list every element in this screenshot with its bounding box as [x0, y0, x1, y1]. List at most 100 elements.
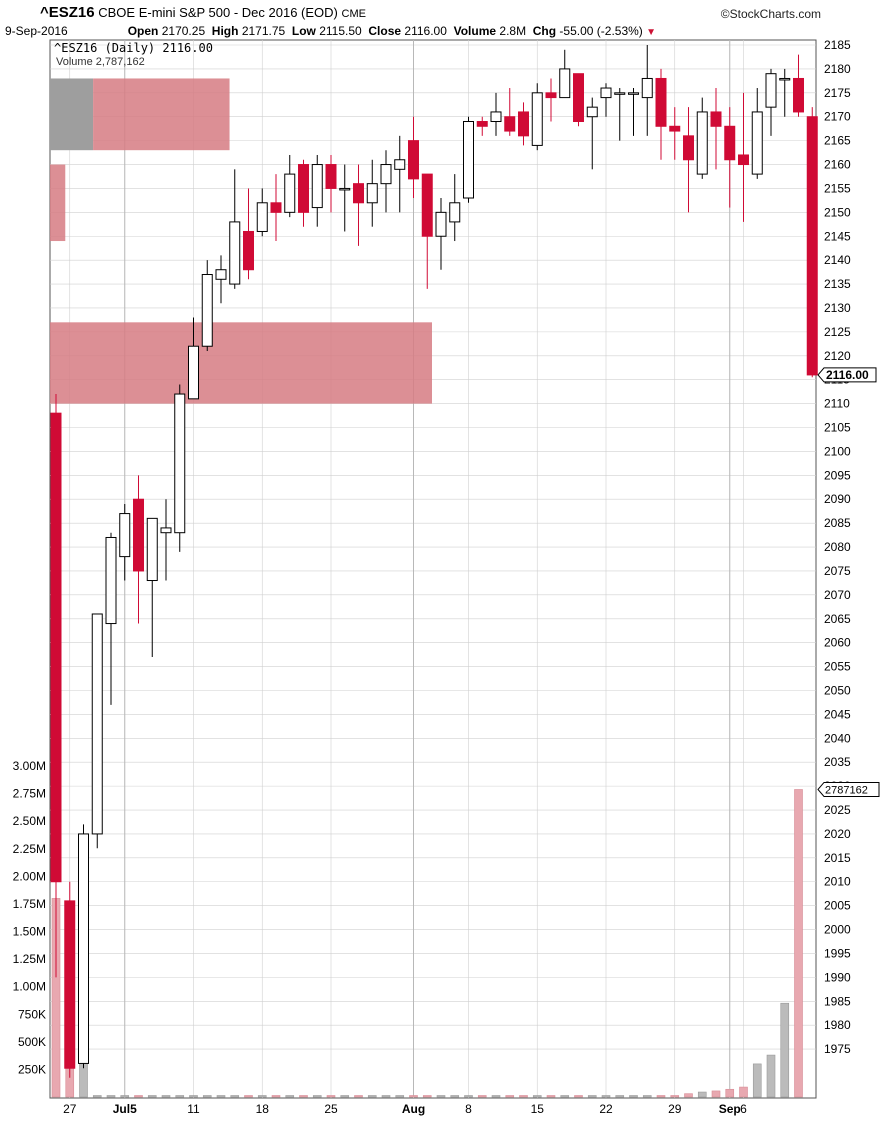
candle-body: [573, 73, 584, 123]
candle-body: [270, 202, 282, 213]
volume-bar: [491, 1095, 501, 1098]
price-tick-label: 2090: [824, 492, 851, 506]
volume-bar: [189, 1095, 198, 1098]
volume-bar: [312, 1095, 322, 1098]
brand-logo[interactable]: ©StockCharts.com: [720, 7, 821, 21]
volume-tick-label: 750K: [18, 1007, 46, 1021]
volume-bar: [766, 1054, 776, 1098]
volume-label: Volume: [453, 24, 497, 38]
candle-body: [78, 833, 89, 1064]
price-tick-label: 2160: [824, 158, 851, 172]
volume-axis: 3.00M 2.75M 2.50M 2.25M 2.00M 1.75M 1.50M 1.25M…: [13, 759, 46, 1076]
vbp-bar-up: [50, 78, 94, 151]
date-tick-label: Sep: [719, 1102, 741, 1116]
candle-body: [614, 92, 626, 95]
price-tick-label: 2080: [824, 540, 851, 554]
description: CBOE E-mini S&P 500 - Dec 2016 (EOD): [98, 5, 338, 20]
volume-bar: [601, 1095, 611, 1098]
price-tick-label: 2175: [824, 86, 851, 100]
price-tick-label: 2150: [824, 205, 851, 219]
volume-bar: [477, 1095, 487, 1098]
price-tick-label: 2055: [824, 660, 851, 674]
low-label: Low: [291, 24, 316, 38]
price-axis: 2185 2180 2175 2170 2165 2160 2155 2150 2145 2140…: [824, 38, 851, 1056]
date-tick-label: 11: [187, 1102, 200, 1116]
candle-body: [669, 125, 681, 132]
volume-bar: [120, 1095, 130, 1098]
symbol: ^ESZ16: [40, 4, 95, 21]
candle-body: [243, 230, 254, 271]
volume-bar: [629, 1095, 638, 1098]
volume-bar: [354, 1095, 363, 1098]
price-tick-label: 1990: [824, 970, 851, 984]
candle-body: [628, 92, 639, 95]
volume-bar: [546, 1095, 556, 1098]
price-tick-label: 2140: [824, 253, 851, 267]
down-arrow-icon: ▼: [646, 27, 657, 38]
candle-body: [793, 77, 804, 113]
volume-bar: [175, 1095, 185, 1098]
volume-tick-label: 2.75M: [13, 787, 46, 801]
candle-body: [696, 111, 708, 175]
volume-bar: [202, 1095, 212, 1098]
vbp-bar-down: [50, 322, 432, 404]
candle-body: [421, 173, 433, 237]
candle-body: [394, 159, 406, 170]
volume-bar: [794, 789, 803, 1098]
date-tick-label: 25: [324, 1102, 338, 1116]
price-tick-label: 2015: [824, 851, 851, 865]
candle-body: [311, 164, 323, 209]
high-value: 2171.75: [241, 24, 286, 38]
price-tick-label: 1980: [824, 1018, 851, 1032]
volume-bar: [216, 1095, 226, 1098]
volume-bar: [244, 1095, 253, 1098]
volume-tick-label: 3.00M: [13, 759, 46, 773]
candle-body: [91, 613, 103, 835]
date-tick-label: 8: [465, 1102, 472, 1116]
volume-value: 2.8M: [499, 24, 527, 38]
date-value: 9-Sep-2016: [5, 24, 68, 38]
candle-body: [779, 77, 791, 81]
volume-bar: [285, 1095, 295, 1098]
price-tick-label: 2075: [824, 564, 851, 578]
candle-body: [586, 106, 598, 118]
price-tick-label: 2020: [824, 827, 851, 841]
last-volume-tag: 2787162: [825, 784, 868, 796]
chart-title: ^ESZ16 CBOE E-mini S&P 500 - Dec 2016 (E…: [40, 4, 366, 21]
open-value: 2170.25: [161, 24, 206, 38]
candle-body: [215, 269, 227, 280]
volume-bar: [656, 1095, 666, 1098]
price-tick-label: 2170: [824, 110, 851, 124]
chg-value: -55.00 (-2.53%): [559, 24, 643, 38]
plot-frame: [49, 39, 817, 1099]
volume-bar: [739, 1086, 748, 1098]
candle-body: [353, 183, 364, 204]
candle-body: [201, 274, 213, 347]
candle-body: [133, 498, 144, 572]
volume-tick-label: 1.75M: [13, 897, 46, 911]
price-tick-label: 2185: [824, 38, 851, 52]
volume-bar: [436, 1095, 446, 1098]
candle-body: [504, 116, 516, 132]
candle-body: [683, 135, 694, 161]
volume-bar: [615, 1095, 625, 1098]
candle-body: [188, 345, 199, 400]
volume-bar: [147, 1095, 157, 1098]
candle-body: [710, 111, 722, 127]
candle-body: [531, 92, 543, 146]
candle-body: [408, 140, 419, 180]
price-tick-label: 2100: [824, 444, 851, 458]
candle-body: [724, 125, 736, 161]
candle-body: [146, 517, 158, 582]
volume-tick-label: 1.50M: [13, 925, 46, 939]
candle-body: [325, 164, 337, 189]
candle-body: [380, 164, 392, 185]
close-label: Close: [368, 24, 402, 38]
volume-bar: [381, 1095, 391, 1098]
date-tick-label: 22: [599, 1102, 613, 1116]
chg-label: Chg: [532, 24, 557, 38]
candle-body: [174, 393, 186, 534]
price-tick-label: 2135: [824, 277, 851, 291]
vbp-bar-down: [50, 164, 66, 242]
date-tick-label: Aug: [402, 1102, 425, 1116]
